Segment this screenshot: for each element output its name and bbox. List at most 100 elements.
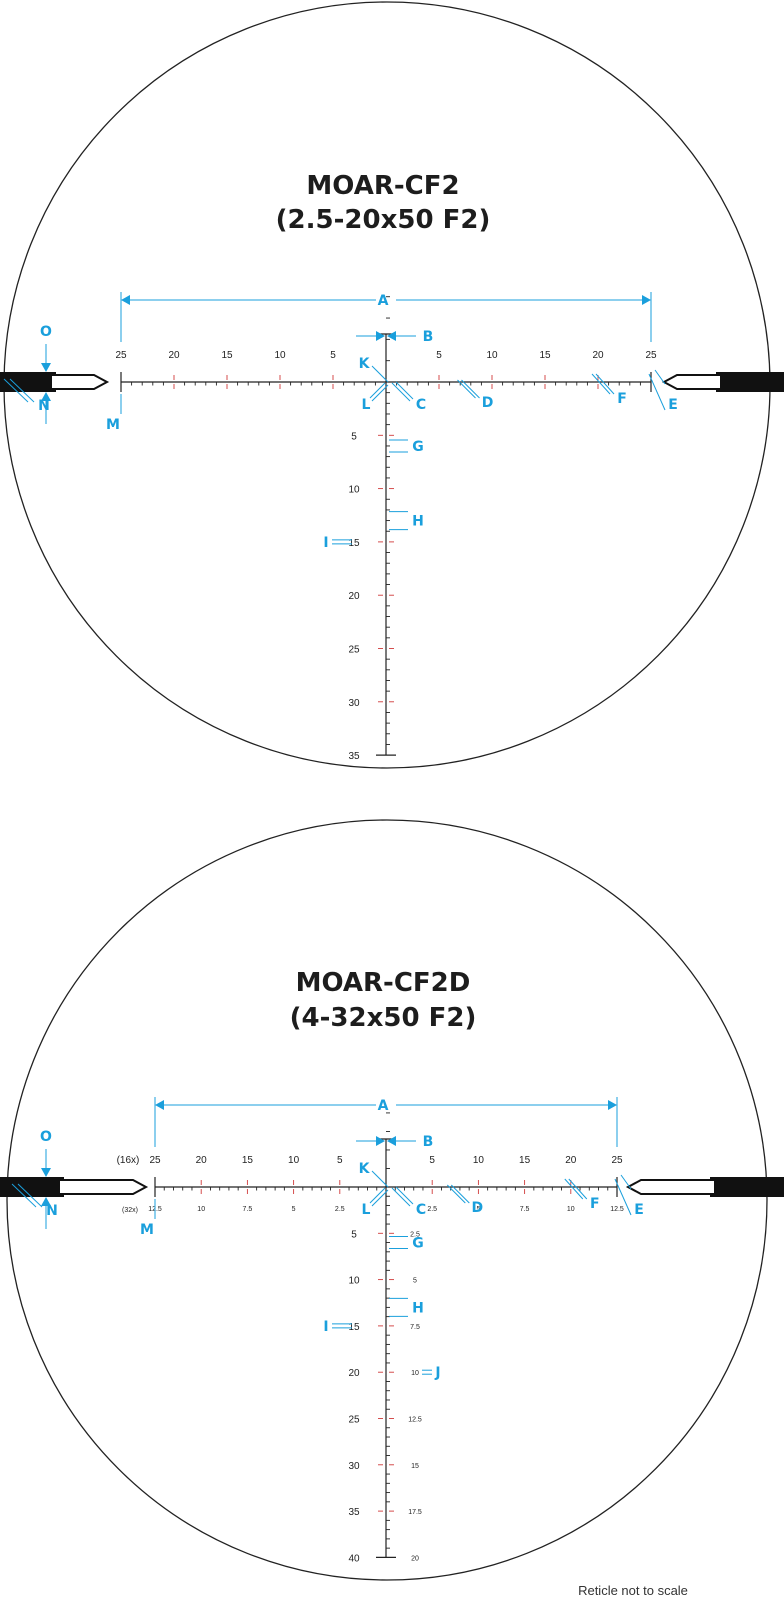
drop-label-right: 20 [411, 1555, 419, 1562]
drop-label-right: 5 [413, 1278, 417, 1285]
callout-b-arrow [387, 1136, 396, 1146]
hold-label-left: 20 [196, 1155, 208, 1166]
hold-label-left: 5 [330, 350, 336, 361]
hold-label-right: 25 [611, 1155, 623, 1166]
hold-label-right-low: 7.5 [520, 1206, 530, 1213]
hold-label-left: 15 [242, 1155, 254, 1166]
callout-l-line [369, 382, 386, 399]
reticle-title: MOAR-CF2D [296, 968, 471, 998]
hold-label-right: 15 [519, 1155, 531, 1166]
dimension-arrow-a [642, 295, 651, 305]
callout-f: F [617, 391, 627, 407]
drop-label: 20 [348, 1368, 360, 1379]
hold-label-right-low: 12.5 [610, 1206, 624, 1213]
post-pointer-left [60, 1179, 149, 1195]
drop-label: 35 [348, 1507, 360, 1518]
callout-d-line [450, 1184, 470, 1204]
callout-n: N [38, 398, 50, 414]
drop-label: 40 [348, 1553, 360, 1564]
reticle-subtitle: (2.5-20x50 F2) [276, 205, 491, 235]
callout-k: K [359, 356, 371, 372]
callout-b: B [423, 1134, 434, 1150]
drop-label: 20 [348, 591, 360, 602]
hold-label-right: 10 [473, 1155, 485, 1166]
drop-label-right: 10 [411, 1370, 419, 1377]
callout-d: D [471, 1200, 483, 1216]
drop-label: 5 [351, 1229, 357, 1240]
callout-b-arrow [376, 1136, 385, 1146]
hold-label-right-low: 5 [476, 1206, 480, 1213]
hold-label-left-low: 5 [292, 1206, 296, 1213]
thick-post-right [710, 1177, 784, 1197]
callout-f: F [590, 1196, 600, 1212]
dimension-arrow-a [608, 1100, 617, 1110]
callout-f-line [591, 373, 611, 395]
callout-l-line [371, 384, 389, 402]
drop-label: 30 [348, 698, 360, 709]
callout-g: G [412, 1236, 424, 1252]
hold-label-left: 25 [149, 1155, 161, 1166]
callout-n-line [9, 378, 35, 403]
hold-label-left: 10 [274, 350, 286, 361]
callout-f-line [564, 1178, 584, 1200]
callout-o-arrow [41, 1197, 51, 1206]
drop-label: 25 [348, 645, 360, 656]
drop-label: 10 [348, 485, 360, 496]
hold-label-right: 10 [486, 350, 498, 361]
callout-o: O [40, 324, 52, 340]
drop-label-right: 17.5 [408, 1509, 422, 1516]
drop-label: 15 [348, 1322, 360, 1333]
callout-e-line [614, 1178, 632, 1216]
hold-label-right-low: 2.5 [427, 1206, 437, 1213]
callout-b-arrow [387, 331, 396, 341]
callout-c-line [391, 382, 411, 402]
hold-label-left: 20 [168, 350, 180, 361]
callout-n-line [3, 378, 29, 403]
callout-e: E [668, 397, 678, 413]
callout-l: L [362, 397, 371, 413]
hold-label-right: 20 [565, 1155, 577, 1166]
callout-c-line [395, 1186, 414, 1205]
callout-f-line [595, 373, 615, 395]
callout-m: M [140, 1222, 154, 1238]
thick-post-right [716, 372, 784, 392]
drop-label: 30 [348, 1461, 360, 1472]
callout-d-line [461, 379, 480, 399]
callout-c-line [395, 381, 414, 400]
callout-n: N [46, 1203, 58, 1219]
callout-d-line [457, 379, 476, 399]
scope-field-circle [3, 1, 771, 769]
post-pointer-right [625, 1179, 714, 1195]
callout-c: C [416, 397, 426, 413]
hold-label-left-low: 7.5 [243, 1206, 253, 1213]
callout-l: L [362, 1202, 371, 1218]
post-pointer-right [661, 374, 720, 390]
callout-e-line [654, 369, 666, 385]
callout-e: E [634, 1202, 644, 1218]
drop-label: 10 [348, 1276, 360, 1287]
thick-post-left [0, 1177, 64, 1197]
callout-m: M [106, 417, 120, 433]
callout-k-line [371, 365, 389, 383]
drop-label: 25 [348, 1415, 360, 1426]
reticle-moar-cf2d: MOAR-CF2D (4-32x50 F2) (16x) (32x) 25 20 1… [0, 819, 784, 1581]
callout-k: K [359, 1161, 371, 1177]
scope-field-circle [6, 819, 768, 1581]
drop-label: 35 [348, 751, 360, 762]
callout-b: B [423, 329, 434, 345]
dimension-arrow-a [121, 295, 130, 305]
callout-g: G [412, 439, 424, 455]
callout-n-line [11, 1183, 37, 1208]
reticle-moar-cf2: MOAR-CF2 (2.5-20x50 F2) 25 20 15 10 5 5 10 15 20… [0, 1, 784, 769]
callout-e-line [620, 1174, 632, 1190]
callout-n-line [17, 1183, 43, 1208]
callout-o: O [40, 1129, 52, 1145]
callout-d-line [446, 1184, 466, 1204]
drop-label-right: 12.5 [408, 1417, 422, 1424]
hold-label-right: 20 [592, 350, 604, 361]
thick-post-left [0, 372, 56, 392]
hold-label-right: 25 [645, 350, 657, 361]
reticle-title: MOAR-CF2 [306, 171, 459, 201]
reticle-subtitle: (4-32x50 F2) [290, 1003, 477, 1033]
